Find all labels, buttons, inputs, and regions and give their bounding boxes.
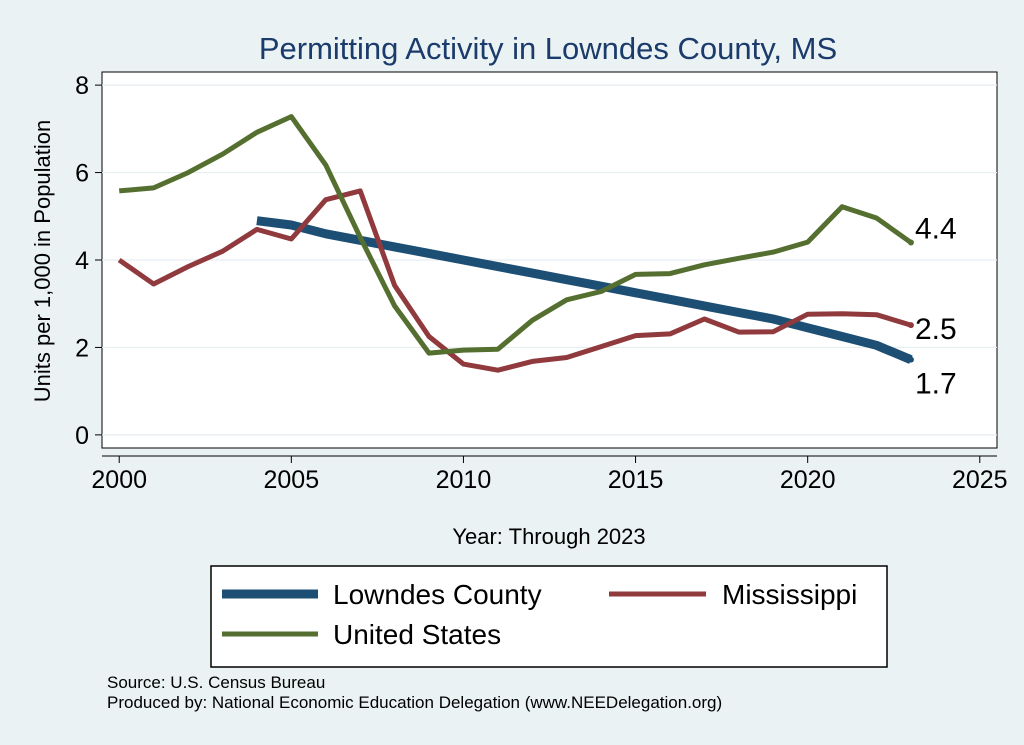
x-tick-label-2020: 2020 [780,466,836,494]
legend: Lowndes County Mississippi United States [210,565,888,668]
series-lines [117,114,914,373]
x-tick-label-2000: 2000 [91,466,147,494]
end-point-mississippi [907,322,914,329]
y-tick-label-8: 8 [75,72,89,100]
y-tick-label-0: 0 [75,422,89,450]
y-tick-label-4: 4 [75,247,89,275]
y-axis-title: Units per 1,000 in Population [30,120,55,403]
series-line-united-states [118,114,913,356]
series-line-lowndes-county [256,216,913,364]
end-label-mississippi: 2.5 [915,313,957,346]
end-label-lowndes-county: 1.7 [915,368,957,401]
end-point-united-states [907,239,914,246]
grid [102,84,997,436]
end-point-lowndes-county [907,356,914,363]
end-label-united-states: 4.4 [915,213,957,246]
y-tick-label-2: 2 [75,334,89,362]
source-note: Source: U.S. Census Bureau [107,673,325,692]
axes: 0 2 4 6 8 2000 2005 2010 2015 2020 2025 [75,72,1008,494]
y-tick-label-6: 6 [75,160,89,188]
chart-title: Permitting Activity in Lowndes County, M… [259,31,837,66]
x-tick-label-2010: 2010 [436,466,492,494]
x-tick-label-2015: 2015 [608,466,664,494]
legend-label-united-states: United States [333,619,501,650]
series-line-mississippi [117,188,912,373]
x-tick-label-2005: 2005 [264,466,320,494]
legend-box [210,565,888,668]
legend-label-lowndes-county: Lowndes County [333,579,542,610]
end-labels: 1.7 2.5 4.4 [915,213,957,401]
x-tick-label-2025: 2025 [952,466,1008,494]
produced-by-note: Produced by: National Economic Education… [107,693,722,712]
legend-label-mississippi: Mississippi [722,579,857,610]
x-axis-title: Year: Through 2023 [452,524,645,549]
